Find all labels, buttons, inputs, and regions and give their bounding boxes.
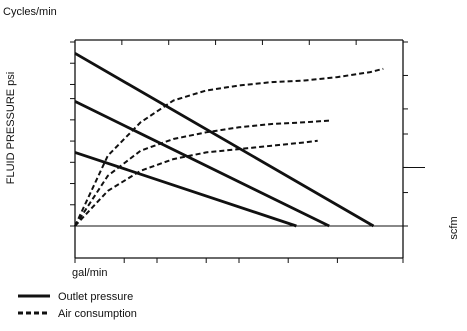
outlet-pressure-line (74, 100, 330, 228)
air-consumption-line (74, 139, 318, 227)
legend-label-air: Air consumption (58, 308, 137, 320)
legend: Outlet pressure Air consumption (18, 291, 137, 320)
bottom-axis-label: gal/min (72, 267, 107, 279)
outlet-pressure-line (74, 52, 375, 228)
left-axis-label: FLUID PRESSURE psi (5, 72, 17, 184)
air-consumption-line (74, 67, 384, 227)
legend-label-outlet: Outlet pressure (58, 291, 133, 303)
top-axis-label: Cycles/min (3, 6, 57, 18)
outlet-pressure-line (74, 151, 297, 228)
right-axis-label: scfm (448, 216, 460, 239)
air-consumption-line (74, 119, 330, 227)
